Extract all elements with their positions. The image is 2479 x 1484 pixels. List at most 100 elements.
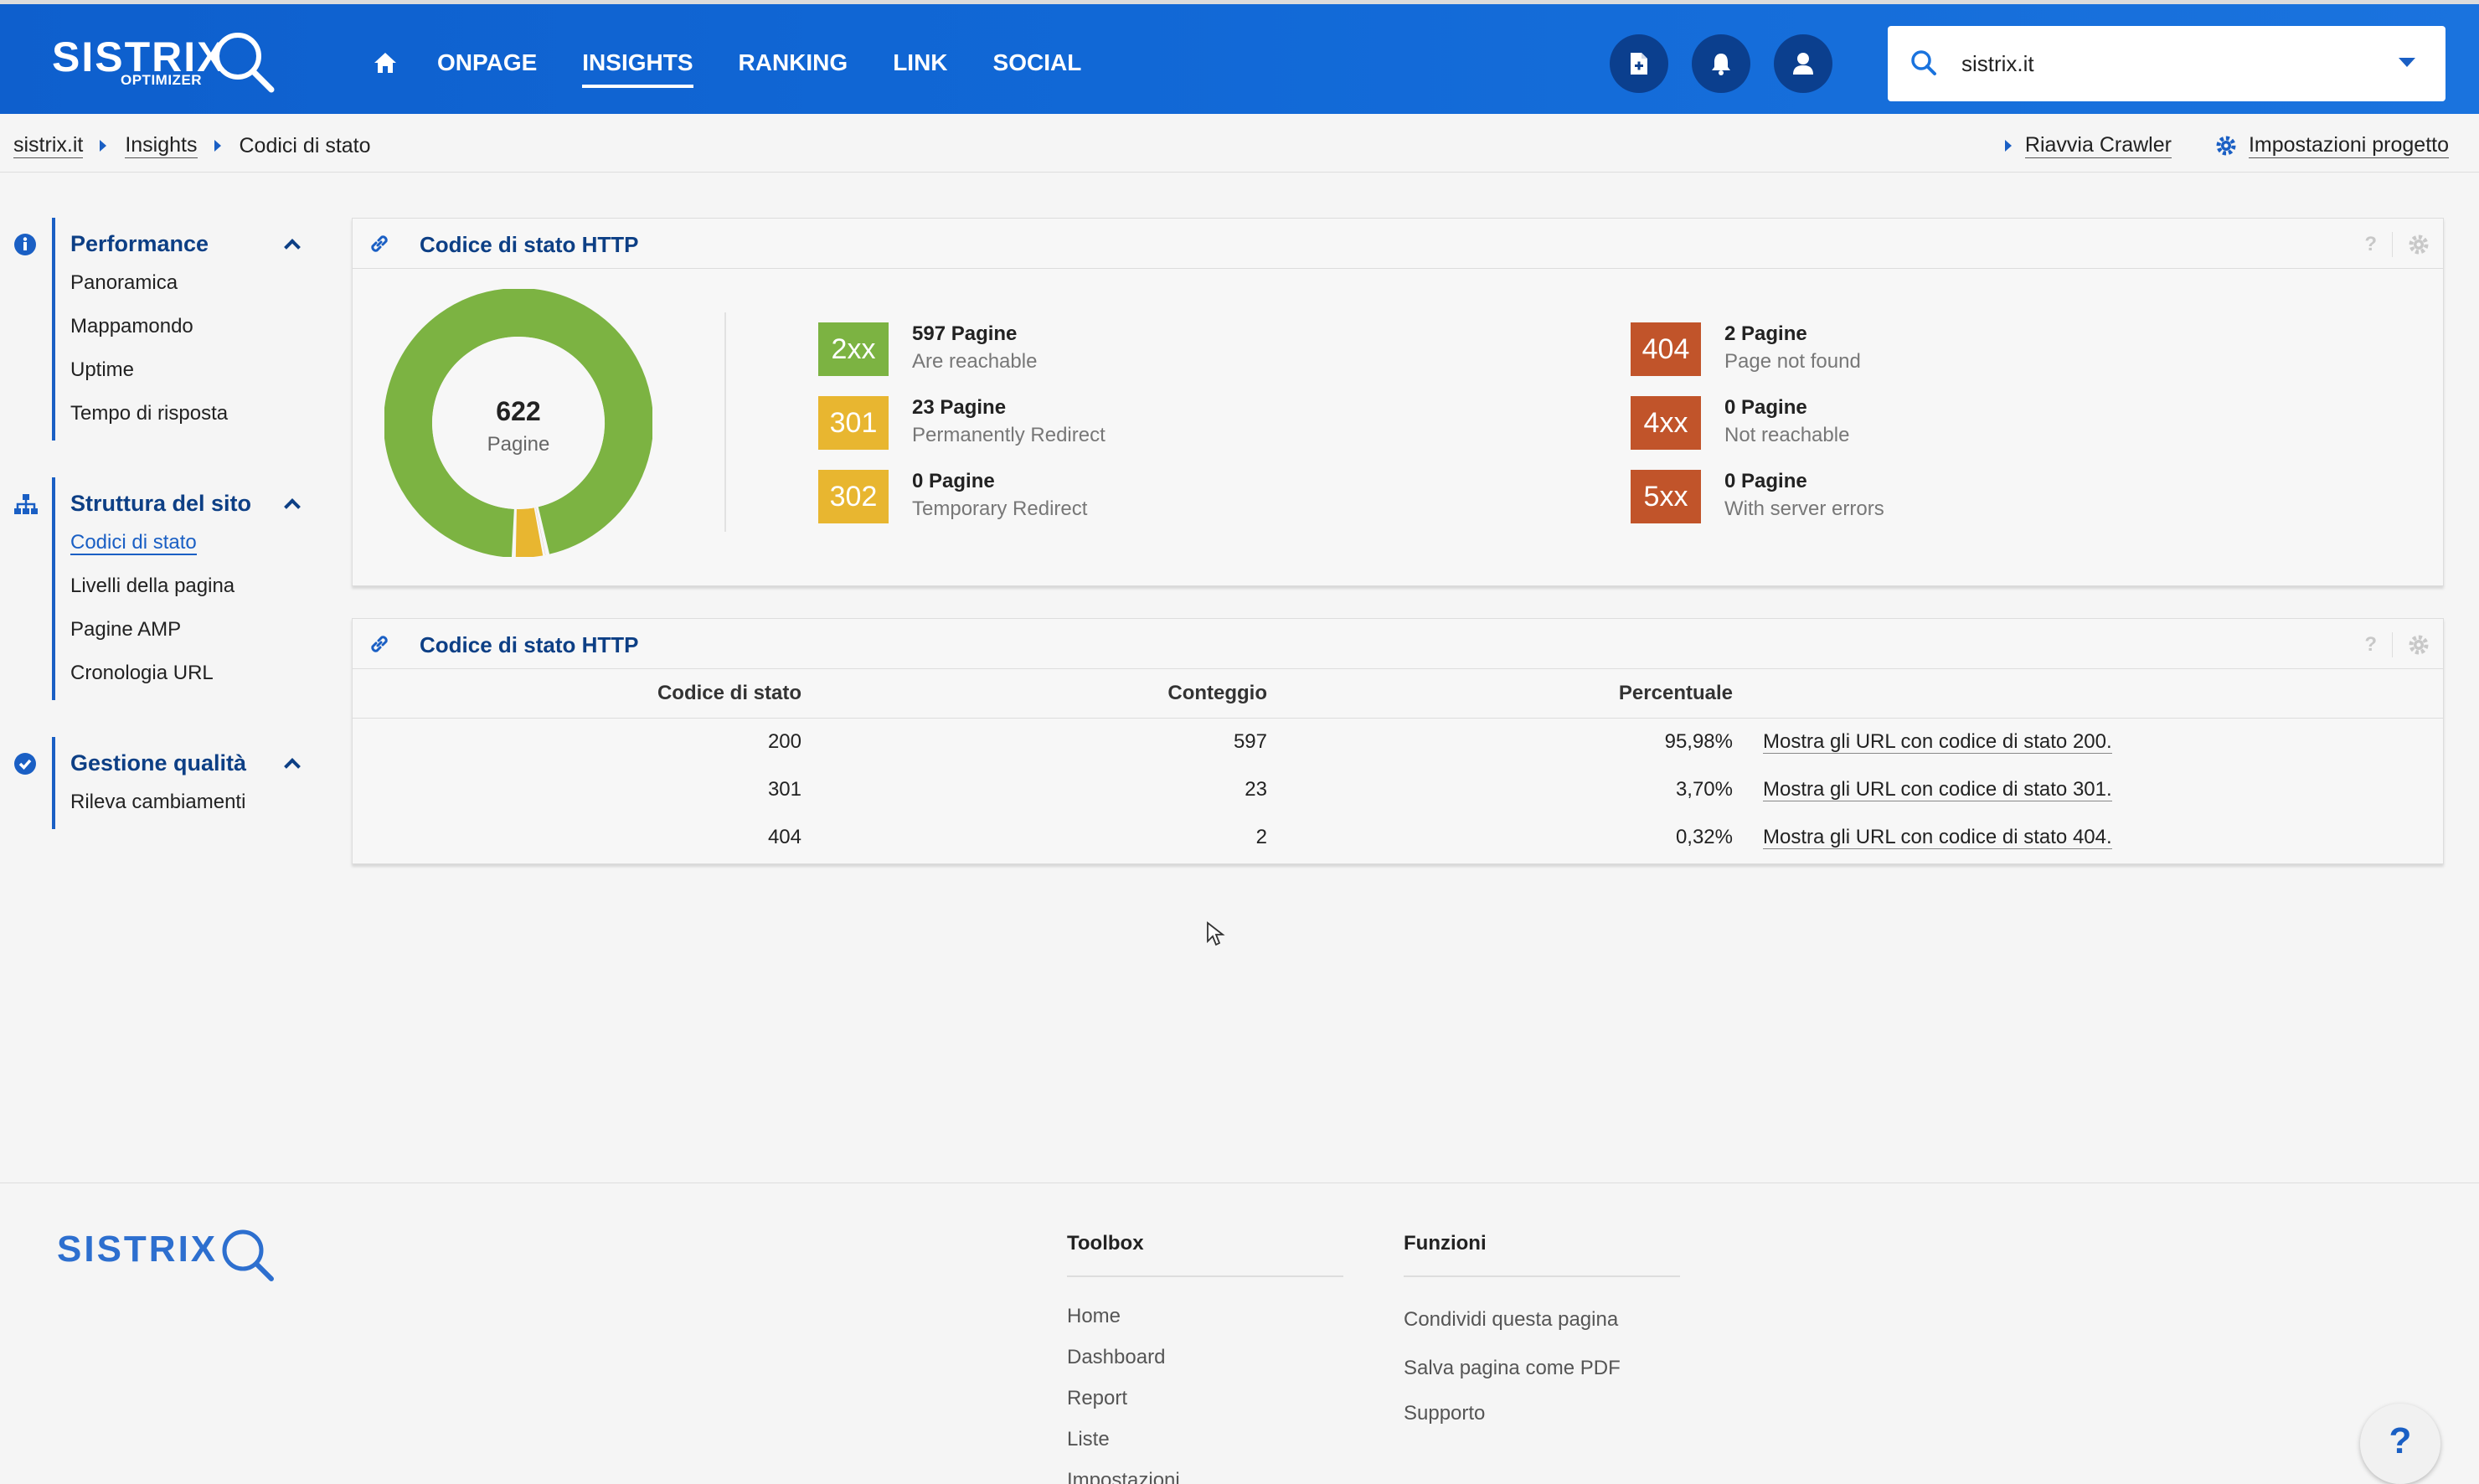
- sidebar-item-codici-stato[interactable]: Codici di stato: [70, 521, 318, 564]
- sidebar-item-rileva-cambiamenti[interactable]: Rileva cambiamenti: [70, 791, 246, 813]
- footer-logo[interactable]: SISTRIX: [57, 1224, 283, 1282]
- status-table-box: Codice di stato HTTP ? Codice di stato C…: [352, 618, 2444, 864]
- nav-onpage[interactable]: ONPAGE: [437, 49, 538, 75]
- sidebar-group-title[interactable]: Gestione qualità: [70, 745, 305, 781]
- total-pages-label: Pagine: [487, 433, 550, 456]
- table-header-row: Codice di stato Conteggio Percentuale: [353, 669, 2443, 719]
- magnifier-logo-icon: [222, 1229, 274, 1281]
- cell-link: Mostra gli URL con codice di stato 200.: [1733, 718, 2443, 765]
- cell-percent: 95,98%: [1664, 729, 1733, 753]
- nav-ranking[interactable]: RANKING: [738, 49, 848, 75]
- status-badge: 4xx: [1631, 396, 1701, 450]
- footer-col-title: Funzioni: [1404, 1232, 1680, 1277]
- bell-icon[interactable]: [1692, 34, 1750, 93]
- link-icon[interactable]: [368, 632, 391, 656]
- sidebar-item-label: Codici di stato: [70, 531, 197, 555]
- footer-link-liste[interactable]: Liste: [1067, 1428, 1110, 1451]
- show-urls-link[interactable]: Mostra gli URL con codice di stato 200.: [1763, 729, 2112, 754]
- sitemap-icon: [14, 494, 38, 514]
- chevron-up-icon[interactable]: [284, 498, 301, 515]
- sidebar-item-panoramica[interactable]: Panoramica: [70, 271, 178, 294]
- cell-count: 2: [1255, 825, 1267, 848]
- column-header[interactable]: Percentuale: [1267, 669, 1733, 719]
- link-icon[interactable]: [368, 232, 391, 255]
- logo-subtitle: OPTIMIZER: [121, 72, 203, 88]
- chevron-up-icon[interactable]: [284, 239, 301, 255]
- footer-link-pdf[interactable]: Salva pagina come PDF: [1404, 1357, 1621, 1379]
- donut-hole: [432, 337, 605, 509]
- show-urls-link[interactable]: Mostra gli URL con codice di stato 404.: [1763, 825, 2112, 849]
- breadcrumb-item-insights[interactable]: Insights: [125, 133, 198, 158]
- sidebar-group-label: Struttura del sito: [70, 490, 252, 516]
- footer-col-funzioni: Funzioni Condividi questa pagina Salva p…: [1404, 1232, 1680, 1435]
- footer-link-impostazioni[interactable]: Impostazioni: [1067, 1469, 1180, 1484]
- caret-right-icon: [214, 139, 221, 152]
- footer-link-dashboard[interactable]: Dashboard: [1067, 1346, 1166, 1368]
- help-button[interactable]: ?: [2360, 1404, 2440, 1484]
- help-icon[interactable]: ?: [2364, 233, 2377, 255]
- stat-desc: Not reachable: [1724, 424, 1850, 446]
- gear-icon[interactable]: [2408, 634, 2430, 656]
- search-icon: [1911, 50, 1936, 75]
- chevron-down-icon[interactable]: [2399, 58, 2415, 67]
- project-settings-link[interactable]: Impostazioni progetto: [2215, 132, 2449, 158]
- stat-4xx: 4xx 0 Pagine Not reachable: [1631, 396, 1849, 450]
- help-icon[interactable]: ?: [2364, 633, 2377, 656]
- column-header[interactable]: Codice di stato: [353, 669, 801, 719]
- sidebar-item-mappamondo[interactable]: Mappamondo: [70, 315, 193, 338]
- mouse-cursor-icon: [1207, 921, 1225, 946]
- pdf-file-icon[interactable]: [1610, 34, 1668, 93]
- sidebar-item-tempo-risposta[interactable]: Tempo di risposta: [70, 402, 229, 425]
- home-icon[interactable]: [368, 46, 402, 80]
- donut-slice-301[interactable]: [515, 508, 544, 557]
- cell-link: Mostra gli URL con codice di stato 301.: [1733, 765, 2443, 813]
- sidebar-group-performance: Performance Panoramica Mappamondo Uptime…: [0, 218, 318, 441]
- divider: [2392, 232, 2393, 257]
- status-badge: 2xx: [818, 322, 889, 376]
- nav-social[interactable]: SOCIAL: [992, 49, 1082, 75]
- footer-link-support[interactable]: Supporto: [1404, 1402, 1486, 1425]
- sidebar-item-livelli-pagina[interactable]: Livelli della pagina: [70, 575, 235, 597]
- cell-link: Mostra gli URL con codice di stato 404.: [1733, 813, 2443, 861]
- status-overview-box: Codice di stato HTTP ? 622 Pagine 2xx 59…: [352, 218, 2444, 586]
- table-row: 200 597 95,98% Mostra gli URL con codice…: [353, 718, 2443, 765]
- stat-count: 597 Pagine: [912, 322, 1018, 345]
- nav-link[interactable]: LINK: [893, 49, 948, 75]
- user-icon[interactable]: [1774, 34, 1832, 93]
- table-row: 404 2 0,32% Mostra gli URL con codice di…: [353, 813, 2443, 861]
- caret-right-icon: [100, 139, 107, 152]
- sidebar-item-uptime[interactable]: Uptime: [70, 358, 135, 381]
- sistrix-logo[interactable]: SISTRIX OPTIMIZER: [52, 29, 278, 96]
- box-tools: ?: [2364, 632, 2430, 657]
- sidebar-group-title[interactable]: Struttura del sito: [70, 486, 305, 521]
- total-pages-count: 622: [496, 396, 541, 426]
- column-header[interactable]: Conteggio: [801, 669, 1267, 719]
- breadcrumb-item-project[interactable]: sistrix.it: [13, 133, 84, 158]
- stat-404: 404 2 Pagine Page not found: [1631, 322, 1861, 376]
- project-search-select[interactable]: sistrix.it: [1888, 26, 2446, 101]
- sidebar-group-struttura: Struttura del sito Codici di stato Livel…: [0, 477, 318, 700]
- gear-icon[interactable]: [2408, 234, 2430, 255]
- donut-slice-2xx[interactable]: [384, 289, 652, 557]
- divider: [2392, 632, 2393, 657]
- box-title: Codice di stato HTTP: [420, 232, 639, 257]
- sidebar-item-cronologia-url[interactable]: Cronologia URL: [70, 662, 214, 684]
- cell-percent: 3,70%: [1675, 777, 1733, 801]
- footer-col-title: Toolbox: [1067, 1232, 1343, 1277]
- cell-code: 404: [767, 825, 801, 848]
- show-urls-link[interactable]: Mostra gli URL con codice di stato 301.: [1763, 777, 2112, 801]
- chevron-up-icon[interactable]: [284, 758, 301, 775]
- footer-link-share[interactable]: Condividi questa pagina: [1404, 1308, 1619, 1331]
- breadcrumb-bar: sistrix.it Insights Codici di stato Riav…: [0, 119, 2479, 173]
- stat-count: 0 Pagine: [1724, 396, 1807, 419]
- box-tools: ?: [2364, 232, 2430, 257]
- nav-insights[interactable]: INSIGHTS: [582, 46, 693, 88]
- restart-crawler-link[interactable]: Riavvia Crawler: [2004, 132, 2172, 158]
- footer-link-home[interactable]: Home: [1067, 1305, 1121, 1327]
- main-nav: ONPAGE INSIGHTS RANKING LINK SOCIAL: [368, 46, 1126, 88]
- stat-5xx: 5xx 0 Pagine With server errors: [1631, 470, 1884, 523]
- footer-link-report[interactable]: Report: [1067, 1387, 1128, 1409]
- status-badge: 404: [1631, 322, 1701, 376]
- sidebar-group-title[interactable]: Performance: [70, 226, 305, 261]
- sidebar-item-pagine-amp[interactable]: Pagine AMP: [70, 618, 182, 641]
